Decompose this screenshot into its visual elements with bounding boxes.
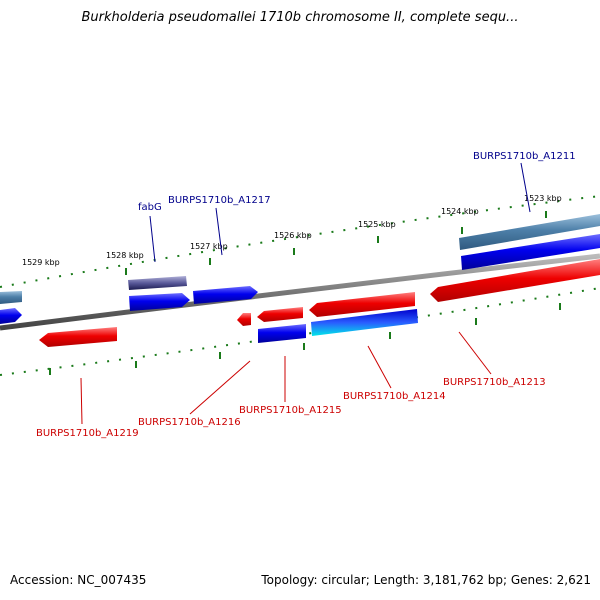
gene-steelblue-left[interactable] xyxy=(0,291,22,304)
leader-a1214 xyxy=(367,345,392,389)
scale-label-1523: 1523 kbp xyxy=(524,194,562,203)
gene-burps1710b-a1215[interactable] xyxy=(258,324,306,343)
label-fabg[interactable]: fabG xyxy=(138,202,162,213)
inner-scale-major-ticks xyxy=(49,303,561,375)
gene-burps1710b-a1216[interactable] xyxy=(257,307,303,322)
reverse-strand-track xyxy=(39,259,600,347)
leader-a1216 xyxy=(189,360,251,415)
scale-label-1526: 1526 kbp xyxy=(274,231,312,240)
label-burps1710b-a1215[interactable]: BURPS1710b_A1215 xyxy=(239,405,342,416)
gene-fabg-feature[interactable] xyxy=(128,276,187,290)
map-title: Burkholderia pseudomallei 1710b chromoso… xyxy=(81,10,519,25)
label-burps1710b-a1214[interactable]: BURPS1710b_A1214 xyxy=(343,391,446,402)
accession-text: Accession: NC_007435 xyxy=(10,573,147,587)
gene-burps1710b-a1214[interactable] xyxy=(309,292,415,317)
scale-labels: 1523 kbp 1524 kbp 1525 kbp 1526 kbp 1527… xyxy=(22,194,562,267)
gene-burps1710b-a1213[interactable] xyxy=(430,259,600,302)
gene-small-red[interactable] xyxy=(237,313,251,326)
leader-a1213 xyxy=(458,331,492,375)
leader-fabg xyxy=(149,215,156,263)
gene-burps1710b-a1219[interactable] xyxy=(39,327,117,347)
scale-label-1528: 1528 kbp xyxy=(106,251,144,260)
gene-burps1710b-a1217[interactable] xyxy=(193,286,258,304)
leader-a1211 xyxy=(520,162,531,213)
leader-a1219 xyxy=(80,377,83,425)
gene-burps1710b-a1211[interactable] xyxy=(459,214,600,250)
leader-a1217 xyxy=(215,207,223,256)
label-burps1710b-a1211[interactable]: BURPS1710b_A1211 xyxy=(473,151,576,162)
label-burps1710b-a1219[interactable]: BURPS1710b_A1219 xyxy=(36,428,139,439)
label-burps1710b-a1217[interactable]: BURPS1710b_A1217 xyxy=(168,195,271,206)
scale-label-1525: 1525 kbp xyxy=(358,220,396,229)
gene-blue-left-edge[interactable] xyxy=(0,308,22,324)
outer-scale-major-ticks xyxy=(125,211,547,275)
label-burps1710b-a1216[interactable]: BURPS1710b_A1216 xyxy=(138,417,241,428)
forward-strand-track xyxy=(0,214,600,324)
label-leaders xyxy=(80,162,531,425)
scale-label-1529: 1529 kbp xyxy=(22,258,60,267)
gene-burps1710b-a1214-cyan[interactable] xyxy=(311,309,418,336)
label-burps1710b-a1213[interactable]: BURPS1710b_A1213 xyxy=(443,377,546,388)
gene-blue-1212[interactable] xyxy=(461,234,600,270)
chromosome-backbone xyxy=(0,253,600,331)
outer-scale-ring xyxy=(0,195,600,288)
gene-blue-1218[interactable] xyxy=(129,293,190,311)
gene-labels: fabG BURPS1710b_A1211 BURPS1710b_A1217 B… xyxy=(36,151,576,439)
inner-scale-ring xyxy=(0,287,600,376)
scale-label-1527: 1527 kbp xyxy=(190,242,228,251)
scale-label-1524: 1524 kbp xyxy=(441,207,479,216)
sequence-stats-text: Topology: circular; Length: 3,181,762 bp… xyxy=(261,573,591,587)
